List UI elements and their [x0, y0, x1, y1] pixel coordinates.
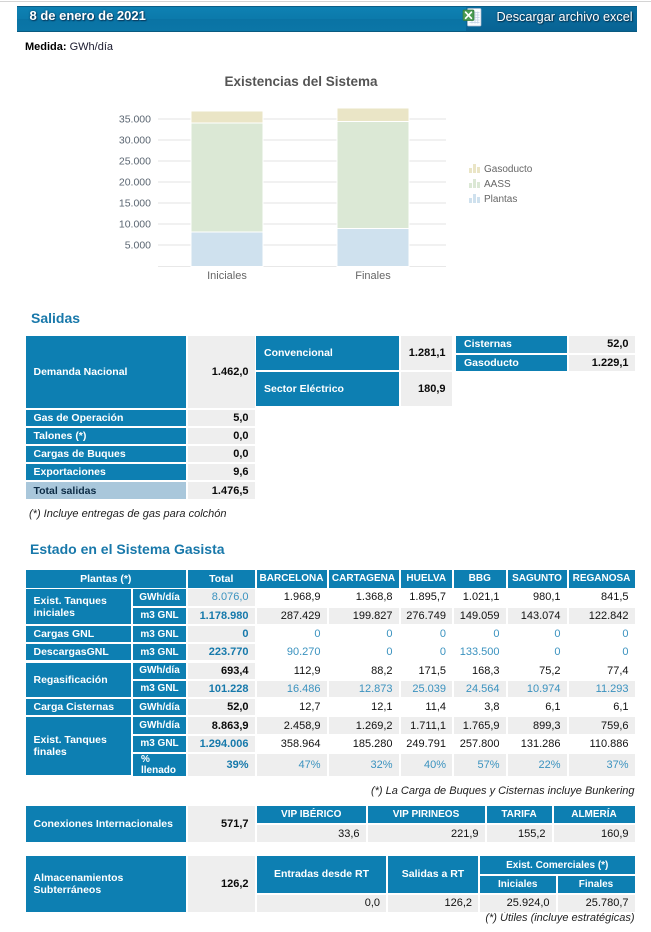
svg-text:Finales: Finales — [355, 270, 391, 282]
svg-text:Plantas: Plantas — [484, 194, 517, 205]
svg-text:25.000: 25.000 — [119, 156, 151, 168]
svg-text:20.000: 20.000 — [119, 177, 151, 189]
svg-text:15.000: 15.000 — [119, 198, 151, 210]
svg-text:5.000: 5.000 — [125, 240, 151, 252]
svg-text:10.000: 10.000 — [119, 219, 151, 231]
svg-text:Gasoducto: Gasoducto — [484, 164, 533, 175]
svg-text:Iniciales: Iniciales — [207, 270, 247, 282]
svg-text:35.000: 35.000 — [119, 114, 151, 126]
svg-text:Existencias del Sistema: Existencias del Sistema — [224, 74, 378, 89]
svg-text:AASS: AASS — [484, 179, 511, 190]
svg-text:30.000: 30.000 — [119, 135, 151, 147]
